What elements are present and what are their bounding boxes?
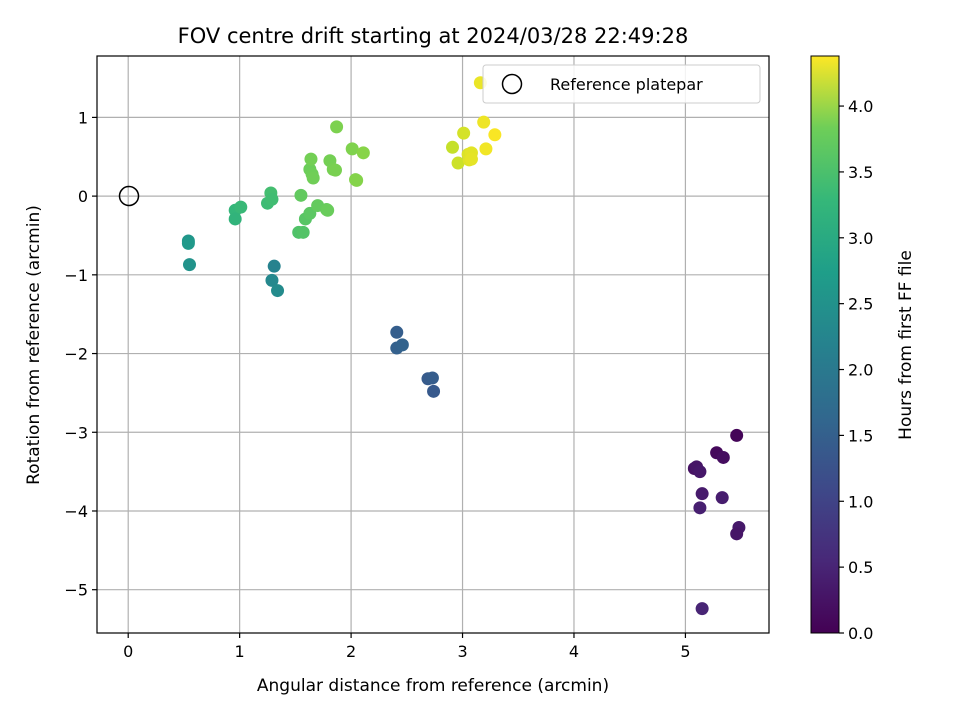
data-point — [730, 428, 744, 442]
colorbar-tick-label: 2.5 — [848, 295, 873, 314]
colorbar-label: Hours from first FF file — [896, 250, 916, 440]
data-point — [464, 152, 478, 166]
y-tick-label: −5 — [64, 581, 88, 600]
x-tick-label: 4 — [569, 642, 579, 661]
data-point — [479, 142, 493, 156]
data-point — [321, 203, 335, 217]
data-point — [350, 173, 364, 187]
y-tick-label: −1 — [64, 266, 88, 285]
colorbar-tick-label: 0.5 — [848, 558, 873, 577]
x-axis-label: Angular distance from reference (arcmin) — [257, 676, 609, 696]
y-tick-label: −4 — [64, 502, 88, 521]
colorbar-tick-label: 1.0 — [848, 492, 873, 511]
data-point — [328, 163, 342, 177]
chart-title: FOV centre drift starting at 2024/03/28 … — [178, 24, 689, 48]
data-point — [304, 152, 318, 166]
data-point — [345, 142, 359, 156]
x-tick-label: 1 — [235, 642, 245, 661]
data-point — [294, 188, 308, 202]
data-point — [356, 146, 370, 160]
colorbar-tick-label: 1.5 — [848, 426, 873, 445]
y-tick-label: −3 — [64, 423, 88, 442]
x-tick-label: 2 — [346, 642, 356, 661]
data-point — [695, 487, 709, 501]
data-point — [234, 200, 248, 214]
data-point — [730, 527, 744, 541]
data-point — [695, 602, 709, 616]
y-axis-ticks: −5 −4 −3 −2 −1 0 1 — [64, 108, 97, 600]
colorbar-tick-label: 0.0 — [848, 624, 873, 643]
x-tick-label: 0 — [123, 642, 133, 661]
data-point — [181, 236, 195, 250]
colorbar — [810, 55, 840, 634]
data-point — [425, 371, 439, 385]
data-point — [715, 491, 729, 505]
data-point — [395, 338, 409, 352]
colorbar-tick-label: 2.0 — [848, 361, 873, 380]
legend-box — [482, 64, 761, 104]
colorbar-ticks: 0.0 0.5 1.0 1.5 2.0 2.5 3.0 3.5 4.0 — [839, 97, 873, 643]
legend-label: Reference platepar — [550, 75, 703, 94]
data-points — [181, 76, 746, 616]
plot-frame — [96, 55, 770, 634]
data-point — [390, 325, 404, 339]
data-point — [271, 284, 285, 298]
x-tick-label: 5 — [680, 642, 690, 661]
legend-marker — [501, 73, 523, 95]
reference-marker — [118, 185, 140, 207]
data-point — [182, 258, 196, 272]
data-point — [446, 140, 460, 154]
data-point — [330, 120, 344, 134]
data-point — [427, 384, 441, 398]
data-point — [457, 126, 471, 140]
data-point — [228, 212, 242, 226]
data-point — [716, 450, 730, 464]
colorbar-tick-label: 3.5 — [848, 163, 873, 182]
y-tick-label: −2 — [64, 345, 88, 364]
x-tick-label: 3 — [457, 642, 467, 661]
data-point — [488, 128, 502, 142]
data-point — [296, 225, 310, 239]
data-point — [267, 259, 281, 273]
data-point — [451, 156, 465, 170]
colorbar-tick-label: 4.0 — [848, 97, 873, 116]
y-axis-label: Rotation from reference (arcmin) — [24, 205, 44, 485]
y-tick-label: 0 — [78, 187, 88, 206]
grid-lines — [97, 56, 769, 633]
data-point — [265, 192, 279, 206]
y-tick-label: 1 — [78, 108, 88, 127]
data-point — [265, 273, 279, 287]
data-point — [693, 501, 707, 515]
colorbar-tick-label: 3.0 — [848, 229, 873, 248]
data-point — [477, 115, 491, 129]
x-axis-ticks: 0 1 2 3 4 5 — [123, 633, 691, 661]
data-point — [306, 171, 320, 185]
legend: Reference platepar — [482, 64, 761, 104]
data-point — [693, 465, 707, 479]
